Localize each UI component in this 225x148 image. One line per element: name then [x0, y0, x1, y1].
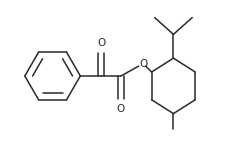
Text: O: O [97, 38, 105, 48]
Text: O: O [140, 59, 148, 69]
Text: O: O [117, 104, 125, 114]
